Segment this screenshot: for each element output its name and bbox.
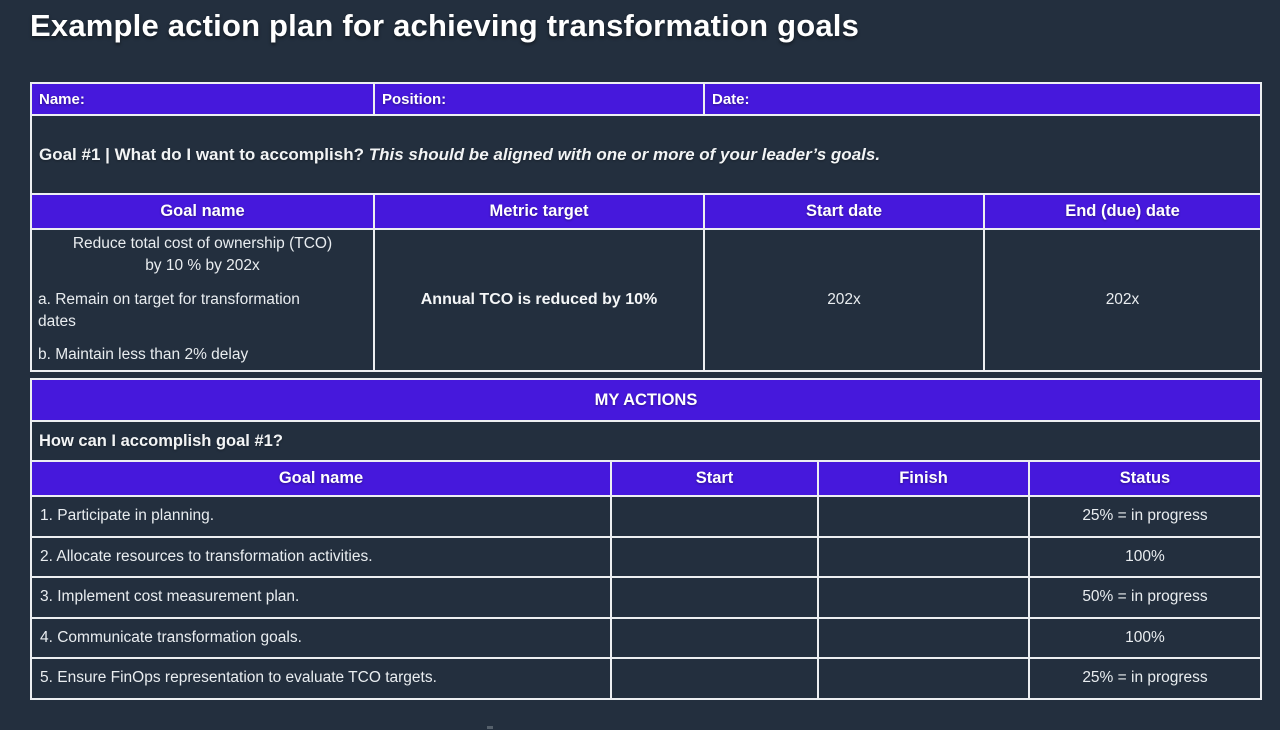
action-start-cell — [610, 495, 819, 538]
action-finish-cell — [817, 576, 1030, 619]
metric-target-cell: Annual TCO is reduced by 10% — [373, 228, 705, 372]
column-header-status: Status — [1028, 460, 1262, 497]
goal-name-sub-a: a. Remain on target for transformation d… — [38, 291, 300, 330]
goal-name-cell: Reduce total cost of ownership (TCO) by … — [30, 228, 375, 372]
goal-question-cell: Goal #1 | What do I want to accomplish? … — [29, 114, 1263, 195]
cutoff-text-artifact — [487, 726, 493, 729]
action-status: 100% — [1028, 616, 1262, 659]
action-status: 50% = in progress — [1028, 576, 1262, 619]
action-status: 25% = in progress — [1028, 657, 1262, 700]
action-name: 1. Participate in planning. — [30, 495, 612, 538]
date-field-label: Date: — [702, 82, 1263, 116]
info-header-row: Name: Position: Date: — [30, 82, 1263, 116]
action-finish-cell — [817, 495, 1030, 538]
goal-table-header-row: Goal name Metric target Start date End (… — [30, 193, 1263, 230]
action-finish-cell — [817, 535, 1030, 578]
action-finish-cell — [817, 616, 1030, 659]
action-start-cell — [610, 576, 819, 619]
action-name: 4. Communicate transformation goals. — [30, 616, 612, 659]
name-field-label: Name: — [30, 82, 375, 116]
action-row-3: 3. Implement cost measurement plan. 50% … — [30, 576, 1262, 619]
action-row-4: 4. Communicate transformation goals. 100… — [30, 616, 1262, 659]
action-start-cell — [610, 657, 819, 700]
column-header-start-date: Start date — [703, 193, 985, 230]
goal-question-note: This should be aligned with one or more … — [368, 144, 881, 164]
actions-title-row: MY ACTIONS — [30, 378, 1262, 422]
column-header-metric-target: Metric target — [373, 193, 705, 230]
goal-name-sub-b: b. Maintain less than 2% delay — [38, 346, 249, 363]
action-start-cell — [610, 616, 819, 659]
goal-question-row: Goal #1 | What do I want to accomplish? … — [29, 114, 1263, 195]
actions-question-row: How can I accomplish goal #1? — [30, 420, 1262, 462]
end-date-cell: 202x — [982, 228, 1263, 372]
goal-name-main: Reduce total cost of ownership (TCO) by … — [72, 235, 333, 274]
column-header-finish: Finish — [817, 460, 1030, 497]
page-title: Example action plan for achieving transf… — [30, 8, 860, 43]
column-header-start: Start — [610, 460, 819, 497]
column-header-end-date: End (due) date — [982, 193, 1263, 230]
actions-header-row: Goal name Start Finish Status — [30, 460, 1262, 497]
action-name: 2. Allocate resources to transformation … — [30, 535, 612, 578]
position-field-label: Position: — [373, 82, 705, 116]
my-actions-table: MY ACTIONS How can I accomplish goal #1?… — [30, 378, 1262, 700]
actions-question: How can I accomplish goal #1? — [30, 420, 1262, 462]
column-header-action-goal-name: Goal name — [30, 460, 612, 497]
goal-plan-table: Name: Position: Date: Goal #1 | What do … — [29, 82, 1263, 372]
goal-data-row: Reduce total cost of ownership (TCO) by … — [30, 228, 1263, 372]
action-row-2: 2. Allocate resources to transformation … — [30, 535, 1262, 578]
actions-title: MY ACTIONS — [30, 378, 1262, 422]
action-row-1: 1. Participate in planning. 25% = in pro… — [30, 495, 1262, 538]
action-row-5: 5. Ensure FinOps representation to evalu… — [30, 657, 1262, 700]
action-name: 3. Implement cost measurement plan. — [30, 576, 612, 619]
action-start-cell — [610, 535, 819, 578]
action-name: 5. Ensure FinOps representation to evalu… — [30, 657, 612, 700]
action-status: 100% — [1028, 535, 1262, 578]
action-status: 25% = in progress — [1028, 495, 1262, 538]
action-finish-cell — [817, 657, 1030, 700]
column-header-goal-name: Goal name — [30, 193, 375, 230]
start-date-cell: 202x — [703, 228, 985, 372]
goal-question-text: Goal #1 | What do I want to accomplish? — [39, 144, 364, 164]
